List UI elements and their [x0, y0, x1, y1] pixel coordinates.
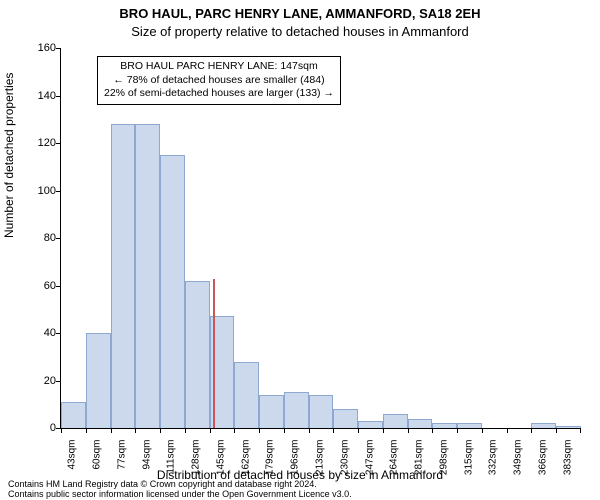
histogram-bar: [86, 333, 111, 428]
xtick-mark: [482, 428, 483, 433]
ytick-label: 40: [26, 327, 56, 339]
annotation-line2: ← 78% of detached houses are smaller (48…: [104, 74, 334, 88]
histogram-bar: [333, 409, 358, 428]
xtick-label: 128sqm: [191, 440, 202, 490]
ytick-mark: [56, 143, 61, 144]
xtick-label: 60sqm: [92, 440, 103, 490]
xtick-label: 332sqm: [488, 440, 499, 490]
histogram-bar: [358, 421, 383, 428]
xtick-mark: [408, 428, 409, 433]
annotation-line3: 22% of semi-detached houses are larger (…: [104, 87, 334, 101]
ytick-mark: [56, 333, 61, 334]
histogram-bar: [135, 124, 160, 428]
xtick-mark: [61, 428, 62, 433]
xtick-label: 94sqm: [141, 440, 152, 490]
ytick-label: 120: [26, 137, 56, 149]
histogram-bar: [185, 281, 210, 428]
xtick-mark: [309, 428, 310, 433]
histogram-bar: [531, 423, 556, 428]
ytick-mark: [56, 191, 61, 192]
histogram-bar: [556, 426, 581, 428]
xtick-mark: [358, 428, 359, 433]
xtick-mark: [86, 428, 87, 433]
histogram-bar: [383, 414, 408, 428]
xtick-mark: [507, 428, 508, 433]
histogram-bar: [432, 423, 457, 428]
xtick-mark: [432, 428, 433, 433]
histogram-bar: [234, 362, 259, 429]
ytick-label: 140: [26, 90, 56, 102]
xtick-label: 298sqm: [438, 440, 449, 490]
histogram-bar: [408, 419, 433, 429]
histogram-bar: [457, 423, 482, 428]
ytick-label: 60: [26, 280, 56, 292]
xtick-label: 366sqm: [537, 440, 548, 490]
xtick-mark: [135, 428, 136, 433]
xtick-mark: [383, 428, 384, 433]
xtick-mark: [210, 428, 211, 433]
property-marker-line: [213, 279, 215, 428]
xtick-label: 179sqm: [265, 440, 276, 490]
xtick-label: 315sqm: [463, 440, 474, 490]
xtick-mark: [531, 428, 532, 433]
histogram-bar: [309, 395, 334, 428]
chart-subtitle: Size of property relative to detached ho…: [0, 24, 600, 39]
histogram-bar: [111, 124, 136, 428]
y-axis-label: Number of detached properties: [2, 73, 16, 238]
xtick-mark: [580, 428, 581, 433]
xtick-mark: [333, 428, 334, 433]
xtick-label: 77sqm: [116, 440, 127, 490]
histogram-bar: [284, 392, 309, 428]
footer-line2: Contains public sector information licen…: [8, 490, 352, 500]
histogram-bar: [160, 155, 185, 428]
xtick-label: 162sqm: [240, 440, 251, 490]
ytick-mark: [56, 48, 61, 49]
ytick-mark: [56, 96, 61, 97]
xtick-label: 145sqm: [215, 440, 226, 490]
xtick-label: 247sqm: [364, 440, 375, 490]
chart-container: BRO HAUL, PARC HENRY LANE, AMMANFORD, SA…: [0, 0, 600, 500]
ytick-label: 20: [26, 375, 56, 387]
chart-title-address: BRO HAUL, PARC HENRY LANE, AMMANFORD, SA…: [0, 6, 600, 21]
ytick-mark: [56, 238, 61, 239]
annotation-box: BRO HAUL PARC HENRY LANE: 147sqm ← 78% o…: [97, 56, 341, 105]
xtick-label: 383sqm: [562, 440, 573, 490]
xtick-mark: [284, 428, 285, 433]
xtick-label: 281sqm: [414, 440, 425, 490]
xtick-label: 43sqm: [67, 440, 78, 490]
ytick-label: 160: [26, 42, 56, 54]
xtick-label: 213sqm: [315, 440, 326, 490]
xtick-label: 349sqm: [513, 440, 524, 490]
plot-area: BRO HAUL PARC HENRY LANE: 147sqm ← 78% o…: [60, 48, 581, 429]
ytick-mark: [56, 286, 61, 287]
ytick-label: 100: [26, 185, 56, 197]
annotation-line1: BRO HAUL PARC HENRY LANE: 147sqm: [104, 60, 334, 74]
xtick-mark: [160, 428, 161, 433]
ytick-label: 80: [26, 232, 56, 244]
xtick-label: 111sqm: [166, 440, 177, 490]
xtick-mark: [457, 428, 458, 433]
xtick-label: 196sqm: [290, 440, 301, 490]
xtick-mark: [234, 428, 235, 433]
xtick-mark: [111, 428, 112, 433]
ytick-label: 0: [26, 422, 56, 434]
histogram-bar: [259, 395, 284, 428]
ytick-mark: [56, 381, 61, 382]
xtick-label: 230sqm: [339, 440, 350, 490]
xtick-mark: [259, 428, 260, 433]
xtick-mark: [185, 428, 186, 433]
xtick-mark: [556, 428, 557, 433]
xtick-label: 264sqm: [389, 440, 400, 490]
histogram-bar: [61, 402, 86, 428]
